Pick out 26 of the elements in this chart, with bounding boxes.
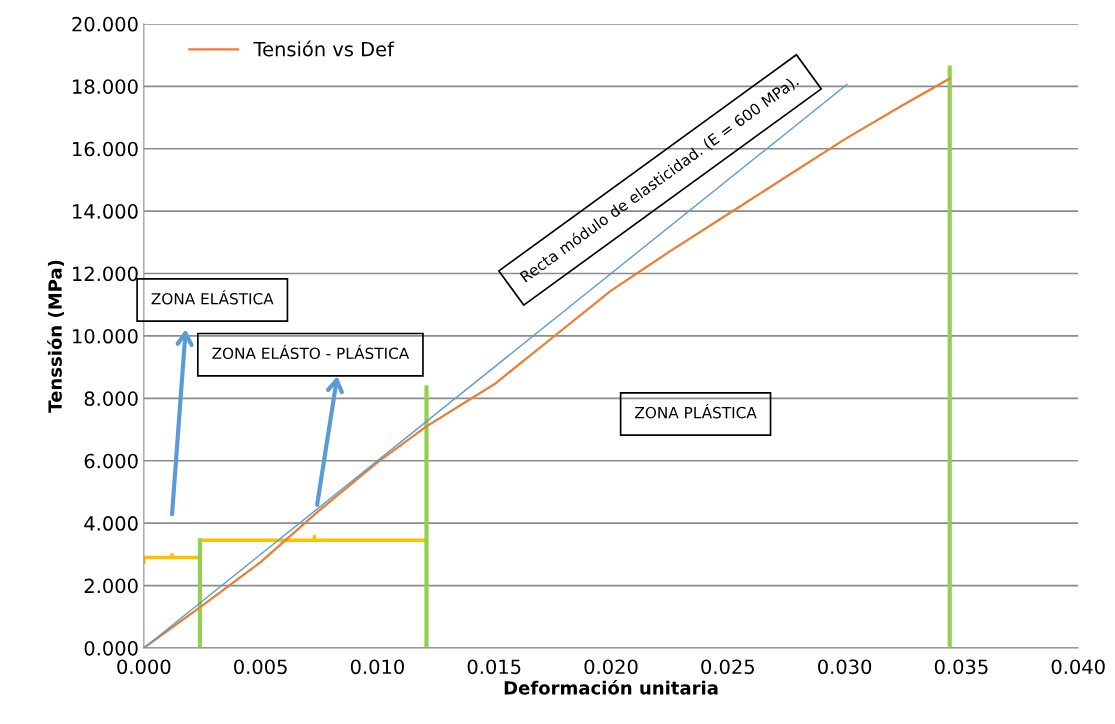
y-tick-label: 18.000 [73,79,138,94]
x-tick-label: 0.025 [701,659,754,675]
x-tick-label: 0.015 [467,659,521,675]
x-axis-title: Deformación unitaria [504,679,718,695]
x-tick-label: 0.020 [584,659,638,675]
y-tick-label: 16.000 [73,141,138,157]
y-tick-label: 4.000 [84,516,138,531]
y-tick-label: 10.000 [73,328,138,344]
x-tick-label: 0.000 [117,659,171,675]
y-tick-label: 2.000 [84,578,138,594]
y-tick-label: 20.000 [72,16,138,32]
x-tick-label: 0.010 [350,659,404,675]
y-tick-label: 0.000 [84,640,138,656]
annotation: ZONA ELÁSTO - PLÁSTICA [212,344,410,360]
x-tick-label: 0.005 [234,659,287,675]
x-tick-label: 0.040 [1051,659,1105,675]
x-tick-label: 0.030 [818,659,872,675]
y-tick-label: 14.000 [73,204,138,219]
y-axis-title: Tenssión (MPa) [47,260,65,413]
annotation: ZONA PLÁSTICA [635,404,757,419]
annotation: ZONA ELÁSTICA [151,290,274,305]
legend-label: Tensión vs Def [253,40,395,57]
y-tick-label: 6.000 [84,453,138,469]
y-tick-label: 12.000 [73,266,138,282]
x-tick-label: 0.035 [934,659,988,675]
y-tick-label: 8.000 [84,391,138,407]
